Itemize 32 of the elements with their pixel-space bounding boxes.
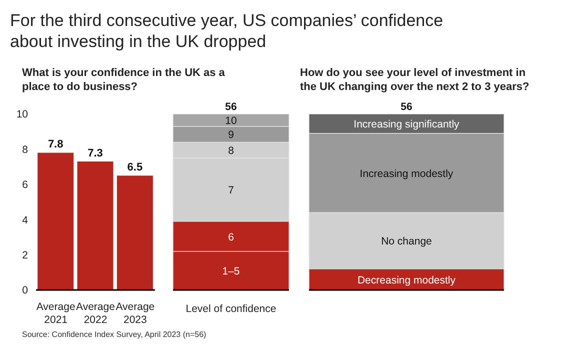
chart-title: How do you see your level of investment in the UK changing over the next 2 to 3 years? — [300, 66, 530, 94]
x-tick-label: Average 2021 — [36, 301, 76, 326]
chart-subtitle: What is your confidence in the UK as a place to do business? — [22, 66, 226, 94]
series-label: Increasing modestly — [360, 168, 454, 180]
text: 56 — [400, 101, 414, 113]
series-label: Increasing significantly — [354, 118, 460, 131]
data-label: 7.3 — [88, 148, 103, 160]
text: For the third consecutive year, US companies’ confidence about investing in the UK dropped — [10, 10, 444, 52]
y-tick-label: 2 — [22, 250, 28, 262]
series-label: 7 — [228, 184, 234, 197]
data-label: 7.8 — [48, 138, 64, 151]
series-label: No change — [381, 236, 432, 248]
y-tick-label: 4 — [22, 214, 28, 226]
series-label: 8 — [228, 145, 234, 158]
series-label: Decreasing modestly — [357, 274, 456, 286]
bar — [116, 176, 153, 290]
series-label: 10 — [225, 115, 237, 128]
y-tick-label: 0 — [22, 284, 28, 297]
y-tick-label: 6 — [22, 179, 28, 192]
series-label: 9 — [228, 129, 234, 142]
bar — [77, 162, 114, 290]
x-axis-title: Level of confidence — [186, 303, 276, 315]
source-note: Source: Confidence Index Survey, April 2023 (n=56) — [22, 330, 206, 339]
y-tick-label: 10 — [16, 108, 28, 121]
text: 56 — [224, 101, 238, 113]
x-tick-label: Average 2022 — [76, 301, 116, 326]
series-label: 6 — [228, 231, 234, 244]
series-label: 1–5 — [222, 266, 240, 278]
bar — [38, 152, 74, 290]
y-tick-label: 8 — [22, 144, 28, 156]
data-label: 6.5 — [127, 162, 143, 174]
x-tick-label: Average 2023 — [116, 301, 155, 326]
